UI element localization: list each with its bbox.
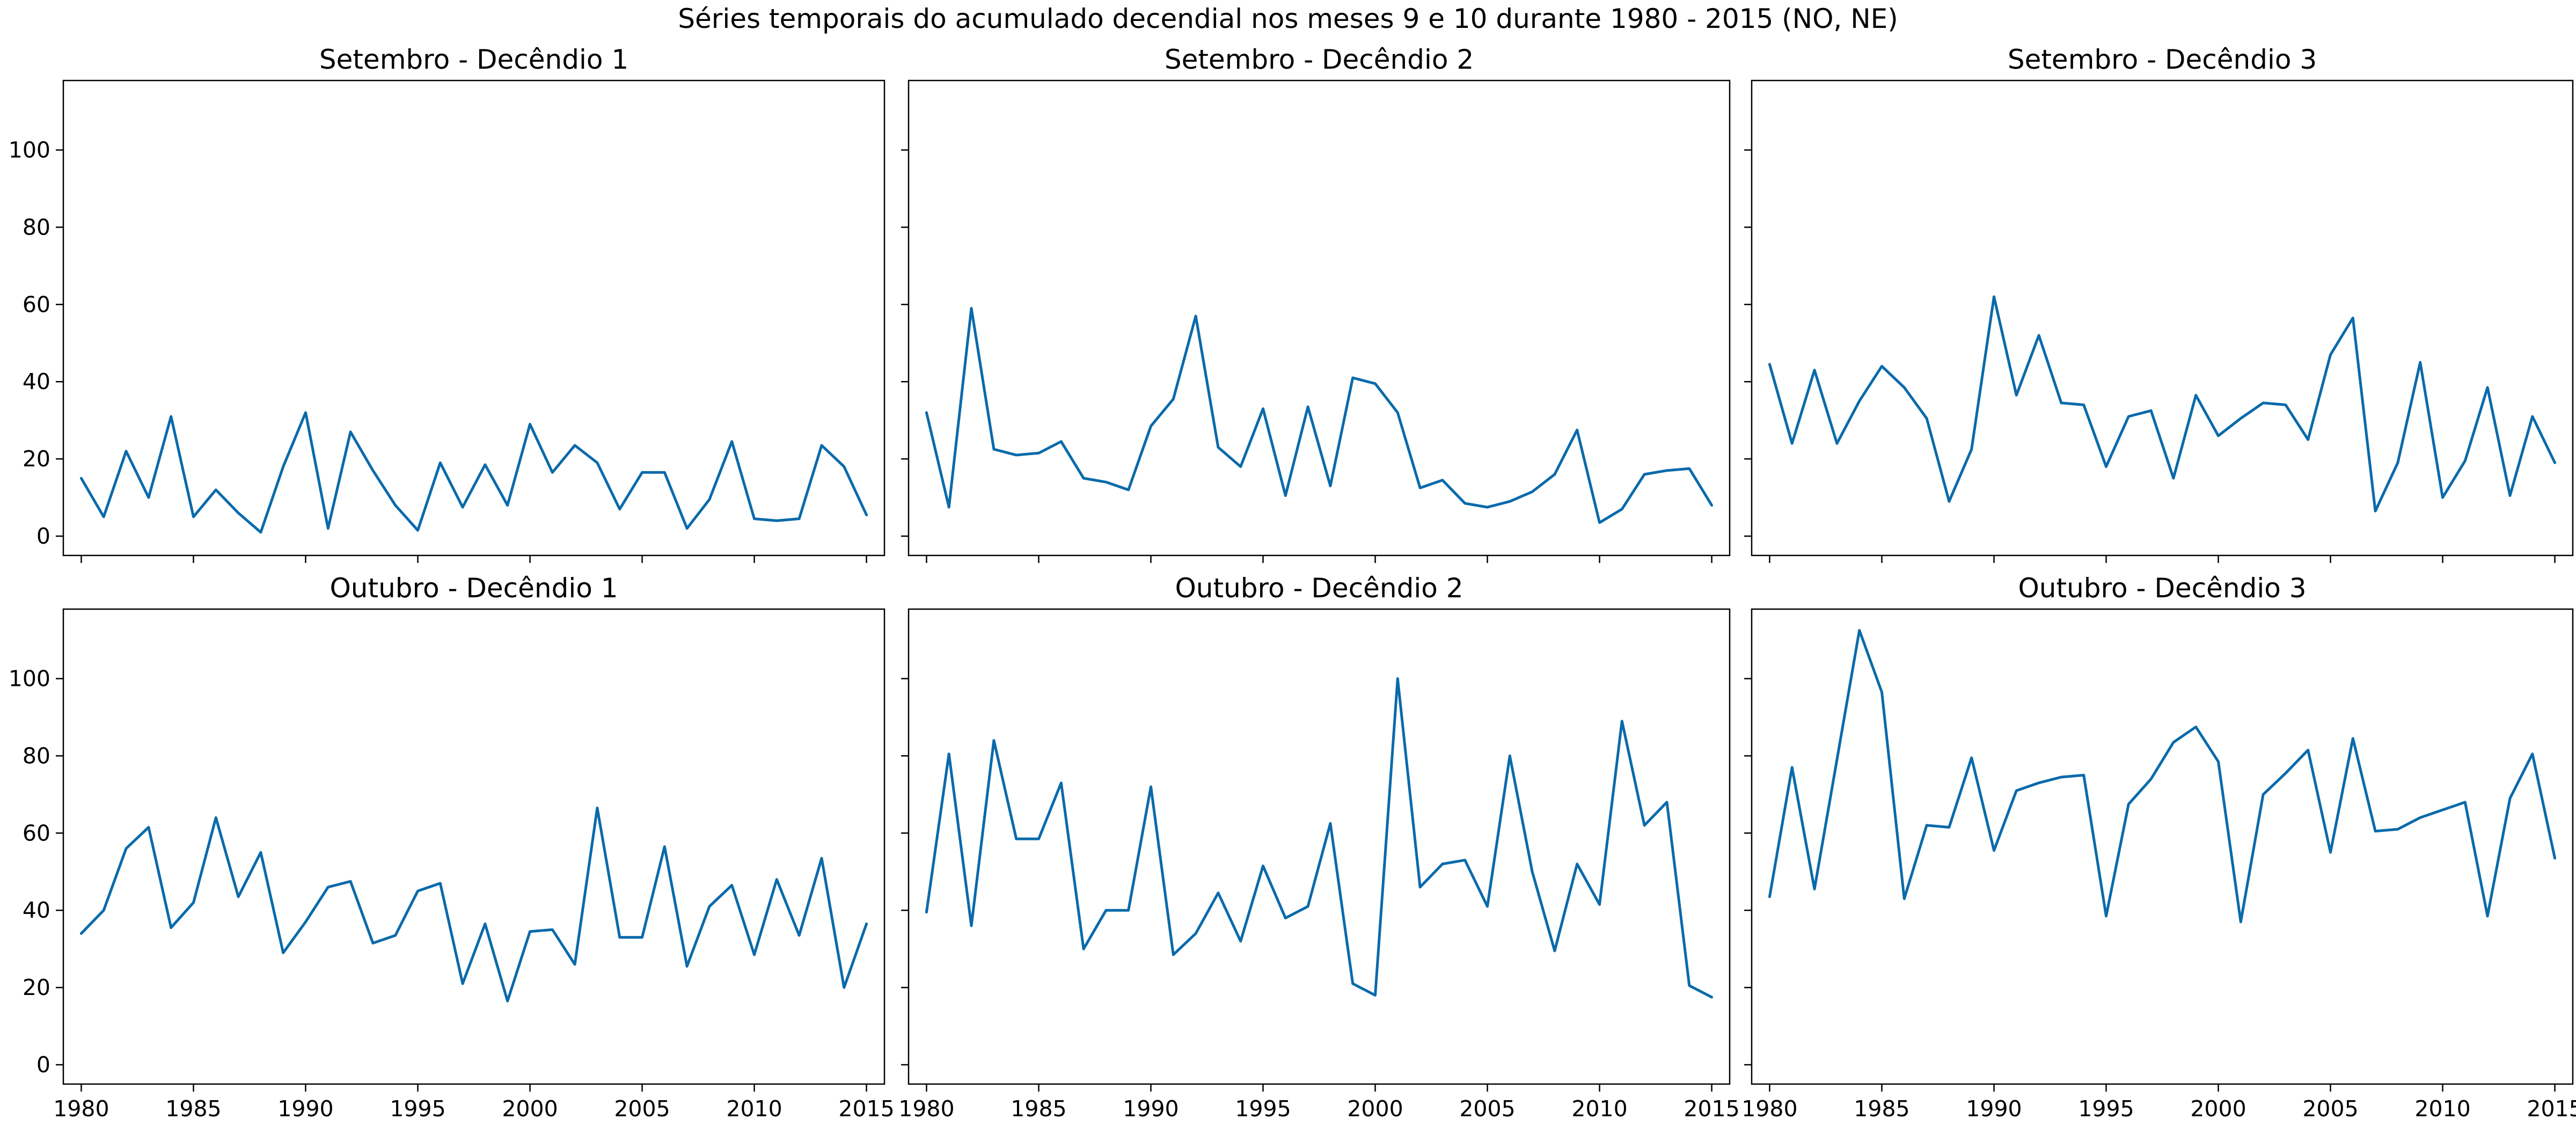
x-tick-label: 1990 bbox=[277, 1096, 333, 1122]
x-tick-label: 2010 bbox=[726, 1096, 782, 1122]
y-tick-label: 100 bbox=[9, 137, 50, 163]
y-tick-label: 80 bbox=[23, 743, 50, 769]
subplot-1: Setembro - Decêndio 1 0 20 40 60 80 100 bbox=[9, 44, 885, 563]
x-tick-label: 2000 bbox=[1347, 1096, 1403, 1122]
x-tick-label: 1985 bbox=[165, 1096, 221, 1122]
x-tick-label: 1990 bbox=[1966, 1096, 2022, 1122]
x-tick-label: 2005 bbox=[1459, 1096, 1515, 1122]
y-tick-label: 40 bbox=[23, 897, 50, 923]
x-tick-label: 1980 bbox=[1741, 1096, 1797, 1122]
subplot-4: Outubro - Decêndio 1 0 20 40 60 80 100 1980 1985… bbox=[9, 573, 895, 1122]
y-tick-label: 0 bbox=[36, 523, 50, 549]
y-tick-label: 20 bbox=[23, 446, 50, 472]
x-tick-label: 2005 bbox=[2302, 1096, 2358, 1122]
subplot-title: Outubro - Decêndio 1 bbox=[330, 573, 618, 604]
x-tick-label: 1985 bbox=[1854, 1096, 1909, 1122]
subplot-5: Outubro - Decêndio 2 1980 1985 1990 1995 2000… bbox=[898, 573, 1739, 1122]
series-line bbox=[1768, 629, 2557, 924]
x-tick-label: 1985 bbox=[1011, 1096, 1066, 1122]
series-line bbox=[79, 807, 868, 1002]
x-tick-label: 1980 bbox=[53, 1096, 109, 1122]
y-tick-label: 20 bbox=[23, 975, 50, 1000]
y-tick-label: 80 bbox=[23, 214, 50, 240]
subplot-2: Setembro - Decêndio 2 bbox=[901, 44, 1731, 563]
x-tick-label: 2000 bbox=[502, 1096, 558, 1122]
figure-suptitle: Séries temporais do acumulado decendial … bbox=[678, 3, 1898, 34]
y-tick-label: 100 bbox=[9, 666, 50, 692]
series-line bbox=[925, 307, 1714, 524]
x-tick-label: 2005 bbox=[614, 1096, 670, 1122]
series-line bbox=[925, 677, 1714, 999]
series-line bbox=[1768, 295, 2557, 513]
x-tick-label: 2015 bbox=[2527, 1096, 2576, 1122]
axes-frame bbox=[908, 79, 1731, 557]
axes-frame bbox=[62, 608, 885, 1085]
y-tick-label: 0 bbox=[36, 1052, 50, 1078]
axes-frame bbox=[1751, 608, 2574, 1085]
series-line bbox=[79, 411, 868, 534]
axes-frame bbox=[62, 79, 885, 557]
x-tick-label: 1995 bbox=[2078, 1096, 2134, 1122]
x-tick-label: 2010 bbox=[1571, 1096, 1627, 1122]
y-tick-label: 60 bbox=[23, 291, 50, 317]
subplot-grid: Setembro - Decêndio 1020406080100Setembr… bbox=[9, 44, 2576, 1122]
subplot-title: Outubro - Decêndio 2 bbox=[1175, 573, 1463, 604]
subplot-title: Setembro - Decêndio 3 bbox=[2008, 44, 2317, 75]
x-tick-label: 2000 bbox=[2190, 1096, 2246, 1122]
axes-frame bbox=[1751, 79, 2574, 557]
x-tick-label: 2010 bbox=[2414, 1096, 2470, 1122]
x-tick-label: 1980 bbox=[898, 1096, 954, 1122]
x-tick-label: 1995 bbox=[1235, 1096, 1291, 1122]
subplot-title: Setembro - Decêndio 2 bbox=[1165, 44, 1474, 75]
subplot-6: Outubro - Decêndio 3 1980 1985 1990 1995 2000… bbox=[1741, 573, 2576, 1122]
subplot-title: Outubro - Decêndio 3 bbox=[2018, 573, 2306, 604]
axes-frame bbox=[908, 608, 1731, 1085]
x-tick-label: 1990 bbox=[1123, 1096, 1179, 1122]
subplot-3: Setembro - Decêndio 3 bbox=[1744, 44, 2574, 563]
y-tick-label: 40 bbox=[23, 369, 50, 394]
subplot-title: Setembro - Decêndio 1 bbox=[319, 44, 628, 75]
x-tick-label: 2015 bbox=[1684, 1096, 1739, 1122]
x-tick-label: 2015 bbox=[838, 1096, 894, 1122]
y-tick-label: 60 bbox=[23, 820, 50, 846]
x-tick-label: 1995 bbox=[390, 1096, 445, 1122]
